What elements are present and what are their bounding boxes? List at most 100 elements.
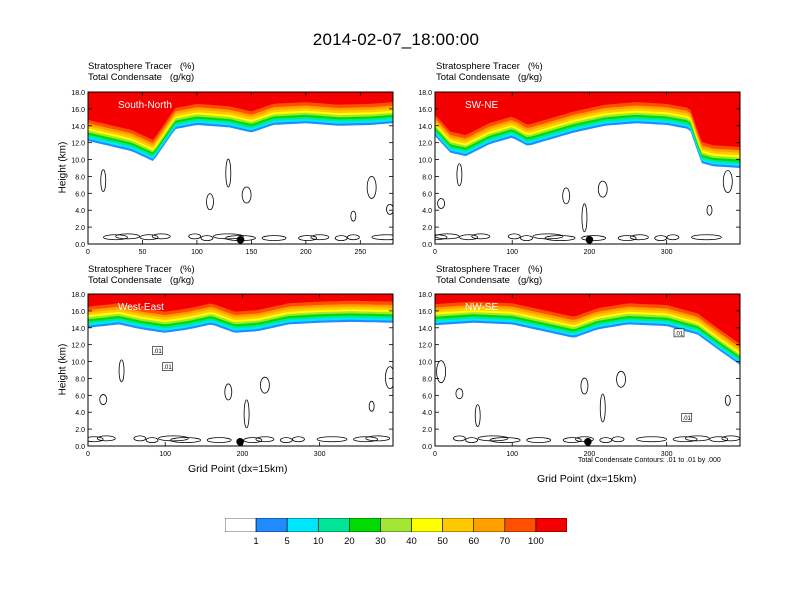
colorbar-label: 10 bbox=[312, 536, 324, 547]
y-tick-label: 8.0 bbox=[75, 376, 85, 383]
x-tick-label: 100 bbox=[159, 451, 171, 458]
panel-header-tracer: Stratosphere Tracer (%) bbox=[436, 264, 543, 275]
x-tick-label: 200 bbox=[237, 451, 249, 458]
condensate-contour bbox=[151, 233, 171, 240]
tracer-field bbox=[435, 92, 740, 241]
colorbar-swatch bbox=[380, 518, 412, 532]
condensate-contour bbox=[99, 394, 108, 405]
condensate-contour bbox=[188, 233, 202, 240]
panel-header-tracer: Stratosphere Tracer (%) bbox=[88, 264, 195, 275]
condensate-contour bbox=[259, 376, 270, 394]
y-tick-label: 16.0 bbox=[418, 107, 432, 114]
condensate-contour bbox=[437, 198, 446, 209]
x-tick-label: 0 bbox=[86, 451, 90, 458]
panel-label: SW-NE bbox=[465, 100, 498, 111]
plot-frame bbox=[434, 293, 741, 447]
condensate-contour bbox=[581, 203, 588, 233]
condensate-contour bbox=[684, 435, 710, 442]
condensate-contour bbox=[350, 210, 357, 222]
tracer-band bbox=[88, 294, 393, 312]
y-tick-label: 6.0 bbox=[75, 393, 85, 400]
y-tick-label: 6.0 bbox=[75, 191, 85, 198]
condensate-contour bbox=[507, 233, 521, 240]
contour-note: Total Condensate Contours: .01 to .01 by… bbox=[578, 457, 721, 464]
y-tick-label: 18.0 bbox=[71, 292, 85, 299]
panel-header-condensate: Total Condensate (g/kg) bbox=[436, 72, 543, 83]
condensate-contour bbox=[212, 233, 244, 240]
condensate-contour bbox=[617, 235, 637, 241]
condensate-contour bbox=[139, 234, 159, 241]
contour-label: .01 bbox=[153, 349, 162, 355]
y-tick-label: 4.0 bbox=[75, 208, 85, 215]
condensate-contour bbox=[243, 399, 250, 429]
condensate-contour bbox=[489, 437, 521, 443]
tracer-field bbox=[88, 294, 393, 443]
tracer-band bbox=[435, 294, 740, 344]
condensate-contour bbox=[133, 435, 147, 442]
colorbar-label: 30 bbox=[375, 536, 386, 547]
tracer-field bbox=[88, 92, 393, 241]
condensate-contour bbox=[334, 235, 348, 241]
panel-header-condensate: Total Condensate (g/kg) bbox=[436, 275, 543, 286]
condensate-contour bbox=[243, 437, 263, 443]
condensate-contour bbox=[455, 388, 464, 400]
condensate-contour bbox=[562, 187, 571, 205]
x-axis-label: Grid Point (dx=15km) bbox=[537, 473, 637, 485]
x-axis-label: Grid Point (dx=15km) bbox=[188, 463, 288, 475]
y-tick-label: 0.0 bbox=[422, 242, 432, 249]
y-tick-label: 6.0 bbox=[422, 191, 432, 198]
condensate-contour bbox=[544, 235, 576, 241]
page-title: 2014-02-07_18:00:00 bbox=[312, 30, 480, 49]
panel-header-condensate: Total Condensate (g/kg) bbox=[88, 275, 195, 286]
condensate-contour bbox=[672, 436, 698, 443]
condensate-contour bbox=[616, 370, 626, 388]
panel-header-tracer: Stratosphere Tracer (%) bbox=[436, 61, 543, 72]
y-tick-label: 10.0 bbox=[71, 158, 85, 165]
y-tick-label: 12.0 bbox=[71, 141, 85, 148]
condensate-contour bbox=[706, 204, 713, 216]
condensate-contour bbox=[465, 437, 479, 443]
contour-label-box bbox=[681, 412, 693, 422]
colorbar-label: 5 bbox=[284, 536, 290, 547]
x-tick-label: 100 bbox=[191, 249, 203, 256]
y-tick-label: 10.0 bbox=[418, 158, 432, 165]
condensate-contours bbox=[436, 360, 740, 443]
colorbar-swatch bbox=[349, 518, 381, 532]
contour-label-box bbox=[152, 346, 163, 355]
colorbar-swatch bbox=[225, 518, 257, 532]
tracer-field bbox=[435, 294, 740, 443]
panel-label: NW-SE bbox=[465, 302, 498, 313]
x-tick-label: 300 bbox=[661, 451, 673, 458]
condensate-contour bbox=[459, 234, 478, 241]
location-marker bbox=[236, 437, 244, 446]
condensate-contour bbox=[365, 435, 391, 442]
contour-label: .01 bbox=[163, 365, 172, 371]
y-tick-label: 8.0 bbox=[422, 376, 432, 383]
y-tick-label: 4.0 bbox=[422, 410, 432, 417]
condensate-contour bbox=[224, 383, 233, 401]
tracer-band bbox=[435, 92, 740, 147]
condensate-contour bbox=[709, 436, 729, 443]
x-tick-label: 200 bbox=[584, 451, 596, 458]
x-tick-label: 150 bbox=[246, 249, 258, 256]
y-tick-label: 18.0 bbox=[71, 90, 85, 97]
condensate-contour bbox=[206, 437, 232, 443]
plot-frame bbox=[87, 293, 394, 447]
colorbar-swatch bbox=[473, 518, 506, 532]
location-marker bbox=[585, 235, 594, 244]
condensate-contour bbox=[100, 169, 107, 193]
location-marker bbox=[584, 437, 592, 446]
y-tick-label: 2.0 bbox=[75, 427, 85, 434]
y-tick-label: 14.0 bbox=[418, 124, 432, 131]
x-tick-label: 100 bbox=[506, 451, 518, 458]
condensate-contour bbox=[353, 436, 378, 443]
condensate-contour bbox=[145, 437, 159, 443]
condensate-contour bbox=[115, 233, 141, 240]
condensate-contour bbox=[261, 235, 287, 241]
y-tick-label: 16.0 bbox=[71, 309, 85, 316]
colorbar-label: 70 bbox=[499, 536, 511, 547]
condensate-contour bbox=[241, 186, 252, 204]
x-tick-label: 200 bbox=[584, 249, 596, 256]
